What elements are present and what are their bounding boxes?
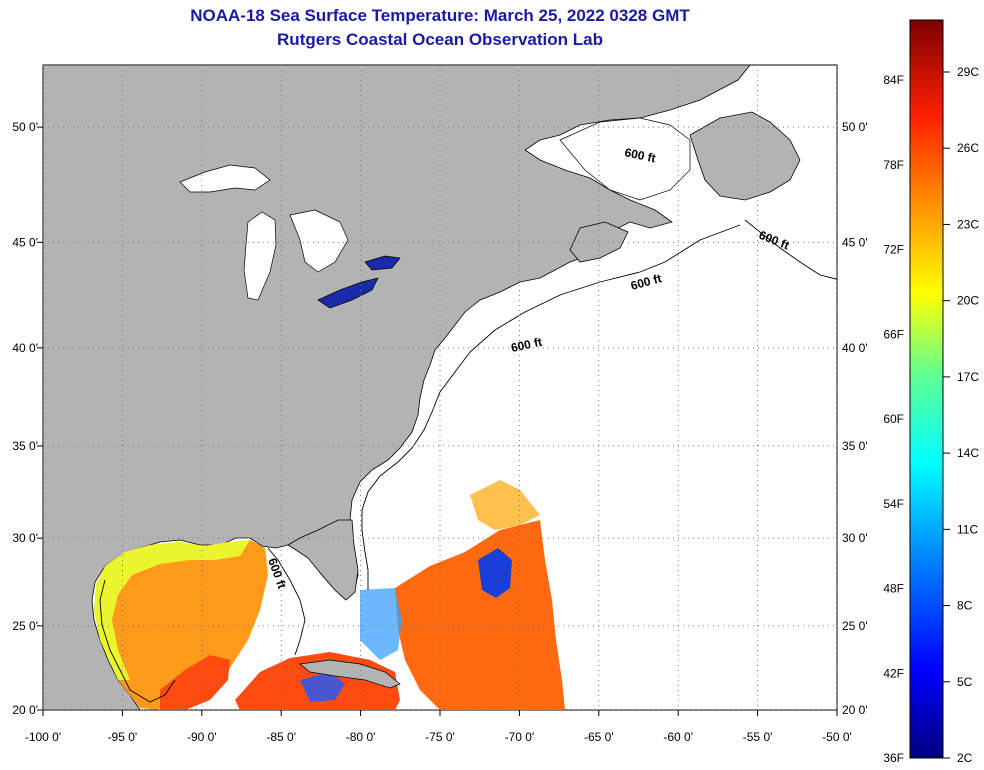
- land-cuba: [299, 659, 401, 689]
- latitude-label: 35 0': [12, 439, 38, 453]
- colorbar-fahrenheit-label: 78F: [883, 158, 904, 172]
- sst-gulf-south-red: [160, 655, 230, 710]
- longitude-label: -65 0': [584, 730, 614, 744]
- map-title: NOAA-18 Sea Surface Temperature: March 2…: [190, 6, 690, 25]
- latitude-label: 20 0': [12, 703, 38, 717]
- gulf-st-lawrence: [559, 117, 691, 201]
- longitude-label: -100 0': [25, 730, 61, 744]
- longitude-label: -55 0': [743, 730, 773, 744]
- colorbar-fahrenheit-label: 60F: [883, 412, 904, 426]
- sst-atlantic: [395, 520, 565, 710]
- longitude-label: -60 0': [663, 730, 693, 744]
- colorbar-celsius-label: 26C: [957, 141, 979, 155]
- latitude-label: 25 0': [12, 619, 38, 633]
- lake-superior: [179, 164, 271, 193]
- colorbar-celsius-label: 23C: [957, 217, 979, 231]
- lake-erie: [317, 277, 379, 309]
- latitude-label: 50 0': [842, 120, 868, 134]
- colorbar-fahrenheit-label: 66F: [883, 327, 904, 341]
- colorbar-fahrenheit-label: 72F: [883, 243, 904, 257]
- colorbar-celsius-label: 11C: [957, 522, 978, 536]
- colorbar-fahrenheit-label: 36F: [883, 751, 904, 765]
- colorbar-celsius-label: 14C: [957, 446, 979, 460]
- colorbar-fahrenheit-labels: 84F 78F 72F 66F 60F 54F 48F 42F 36F: [883, 73, 904, 765]
- longitude-label: -80 0': [346, 730, 376, 744]
- latitude-label: 50 0': [12, 120, 38, 134]
- latitude-label: 45 0': [842, 235, 868, 249]
- colorbar-celsius-label: 29C: [957, 65, 979, 79]
- longitude-label: -85 0': [266, 730, 296, 744]
- colorbar: [909, 19, 944, 759]
- colorbar-celsius-label: 20C: [957, 294, 979, 308]
- sst-scatter-north: [470, 480, 540, 530]
- land-florida: [287, 519, 359, 601]
- longitude-label: -90 0': [187, 730, 217, 744]
- longitude-labels: -100 0' -95 0' -90 0' -85 0' -80 0' -75 0' -70…: [25, 710, 852, 744]
- latitude-label: 40 0': [842, 341, 868, 355]
- colorbar-fahrenheit-label: 48F: [883, 582, 904, 596]
- sst-bahamas-cool: [360, 588, 402, 660]
- longitude-label: -95 0': [108, 730, 138, 744]
- latitude-label: 30 0': [842, 531, 868, 545]
- longitude-label: -50 0': [822, 730, 852, 744]
- latitude-labels: 50 0' 50 0' 45 0' 45 0' 40 0' 40 0' 35 0' 35 0'…: [12, 120, 867, 717]
- land-nova-scotia: [569, 221, 629, 263]
- sst-caribbean-blue-patch: [300, 672, 345, 702]
- colorbar-celsius-label: 17C: [957, 370, 979, 384]
- latitude-label: 30 0': [12, 531, 38, 545]
- sst-atlantic-cloud-blue: [478, 548, 512, 598]
- colorbar-fahrenheit-label: 42F: [883, 666, 904, 680]
- colorbar-fahrenheit-label: 84F: [883, 73, 904, 87]
- latitude-label: 20 0': [842, 703, 868, 717]
- colorbar-celsius-label: 2C: [957, 751, 973, 765]
- lake-ontario: [364, 255, 401, 271]
- colorbar-fahrenheit-label: 54F: [883, 497, 904, 511]
- lake-michigan: [243, 211, 277, 301]
- latitude-label: 40 0': [12, 341, 38, 355]
- land-newfoundland: [689, 111, 801, 201]
- colorbar-celsius-label: 5C: [957, 675, 973, 689]
- sst-gulf-warm-band: [94, 540, 250, 680]
- contour-label-mid-atlantic: 600 ft: [510, 335, 544, 355]
- colorbar-celsius-labels: 29C 26C 23C 20C 17C 14C 11C 8C 5C 2C: [943, 65, 979, 765]
- latitude-label: 35 0': [842, 439, 868, 453]
- contour-label-gulf-st-lawrence: 600 ft: [623, 145, 657, 165]
- latitude-label: 45 0': [12, 235, 38, 249]
- longitude-label: -70 0': [505, 730, 535, 744]
- colorbar-celsius-label: 8C: [957, 599, 973, 613]
- latitude-label: 25 0': [842, 619, 868, 633]
- contour-600ft: [99, 219, 837, 703]
- lake-huron: [289, 209, 349, 273]
- longitude-label: -75 0': [425, 730, 455, 744]
- map-subtitle: Rutgers Coastal Ocean Observation Lab: [277, 30, 603, 49]
